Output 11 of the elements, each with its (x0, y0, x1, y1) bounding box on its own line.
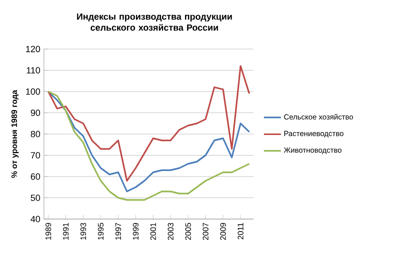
y-tick-label: 70 (30, 152, 40, 159)
y-tick-label: 50 (30, 194, 40, 202)
y-tick-label: 60 (30, 174, 40, 180)
chart-title: Индексы производства продукции сельского хозяйства России (77, 14, 232, 31)
y-tick-label: 90 (30, 110, 40, 116)
y-tick-label: 120 (26, 46, 40, 52)
y-tick-label: 100 (26, 88, 40, 95)
line-series (48, 65, 250, 182)
y-tick-label: 40 (30, 216, 40, 222)
y-tick-label: 80 (30, 131, 40, 138)
y-tick-label: 110 (26, 67, 40, 74)
